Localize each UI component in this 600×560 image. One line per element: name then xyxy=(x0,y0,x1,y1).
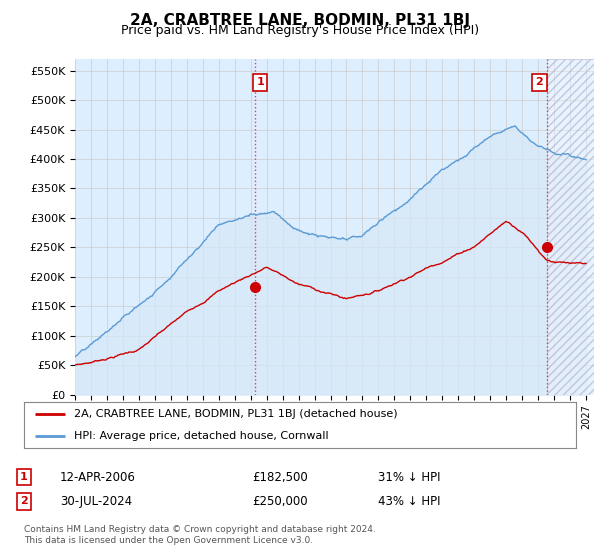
Text: 12-APR-2006: 12-APR-2006 xyxy=(60,470,136,484)
Text: Price paid vs. HM Land Registry's House Price Index (HPI): Price paid vs. HM Land Registry's House … xyxy=(121,24,479,37)
Text: 1: 1 xyxy=(256,77,264,87)
Text: 43% ↓ HPI: 43% ↓ HPI xyxy=(378,494,440,508)
Bar xyxy=(547,59,600,395)
Text: HPI: Average price, detached house, Cornwall: HPI: Average price, detached house, Corn… xyxy=(74,431,328,441)
Text: 30-JUL-2024: 30-JUL-2024 xyxy=(60,494,132,508)
Text: 2A, CRABTREE LANE, BODMIN, PL31 1BJ (detached house): 2A, CRABTREE LANE, BODMIN, PL31 1BJ (det… xyxy=(74,409,397,419)
Text: 2A, CRABTREE LANE, BODMIN, PL31 1BJ: 2A, CRABTREE LANE, BODMIN, PL31 1BJ xyxy=(130,13,470,28)
Text: Contains HM Land Registry data © Crown copyright and database right 2024.
This d: Contains HM Land Registry data © Crown c… xyxy=(24,525,376,545)
Text: £182,500: £182,500 xyxy=(252,470,308,484)
Text: 2: 2 xyxy=(20,496,28,506)
Text: £250,000: £250,000 xyxy=(252,494,308,508)
Text: 31% ↓ HPI: 31% ↓ HPI xyxy=(378,470,440,484)
Text: 1: 1 xyxy=(20,472,28,482)
Bar xyxy=(547,59,600,395)
Text: 2: 2 xyxy=(536,77,543,87)
